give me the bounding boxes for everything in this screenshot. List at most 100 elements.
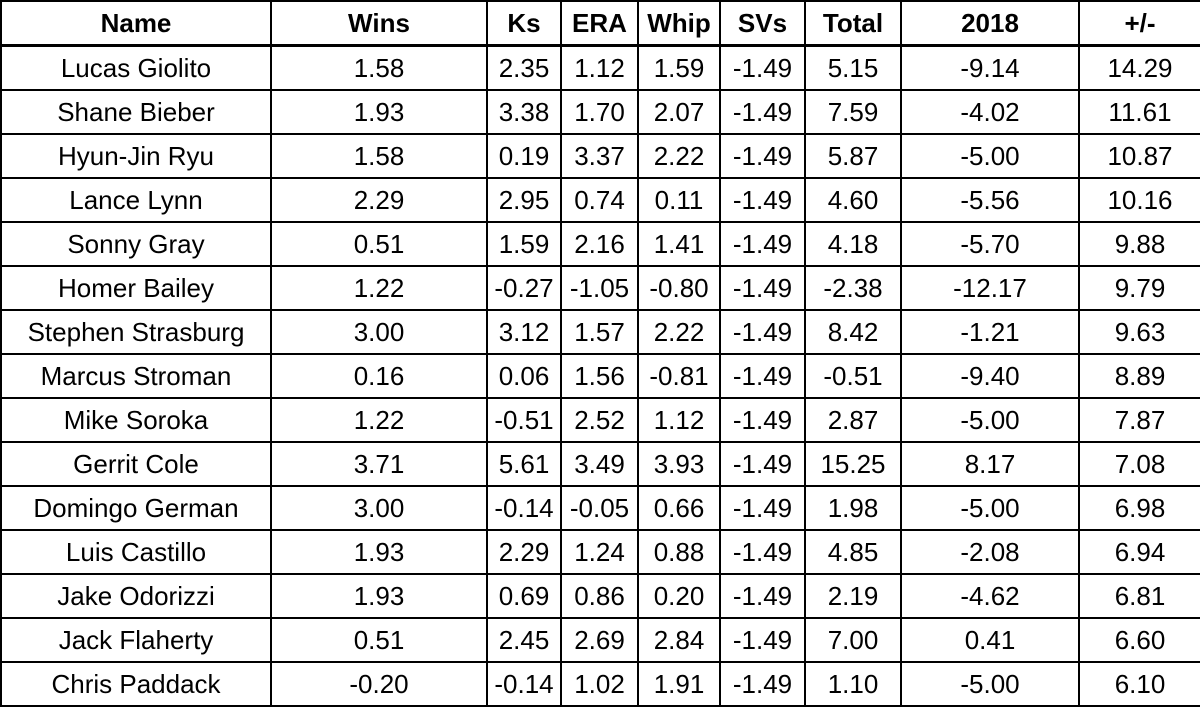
- cell-ks: 2.35: [486, 44, 562, 91]
- cell-wins: -0.20: [270, 661, 488, 707]
- cell-era: 1.12: [560, 44, 639, 91]
- cell-name: Marcus Stroman: [0, 353, 272, 399]
- table-row: Gerrit Cole 3.71 5.61 3.49 3.93 -1.49 15.25 8.1…: [0, 441, 1200, 487]
- cell-ks: -0.27: [486, 265, 562, 311]
- cell-total: 5.15: [804, 44, 902, 91]
- table-body: Lucas Giolito 1.58 2.35 1.12 1.59 -1.49 5.15 -9…: [0, 44, 1200, 707]
- table-row: Mike Soroka 1.22 -0.51 2.52 1.12 -1.49 2.87 -5.…: [0, 397, 1200, 443]
- cell-total: 4.18: [804, 221, 902, 267]
- cell-svs: -1.49: [719, 617, 806, 663]
- cell-name: Jack Flaherty: [0, 617, 272, 663]
- cell-era: 1.02: [560, 661, 639, 707]
- cell-era: 1.24: [560, 529, 639, 575]
- cell-total: 1.98: [804, 485, 902, 531]
- cell-2018: -5.00: [900, 661, 1080, 707]
- cell-era: 2.52: [560, 397, 639, 443]
- table-row: Lucas Giolito 1.58 2.35 1.12 1.59 -1.49 5.15 -9…: [0, 44, 1200, 91]
- column-header-ks: Ks: [486, 0, 562, 47]
- table-row: Marcus Stroman 0.16 0.06 1.56 -0.81 -1.49 -0.5…: [0, 353, 1200, 399]
- cell-whip: 1.12: [637, 397, 721, 443]
- cell-plus-minus: 6.94: [1078, 529, 1200, 575]
- cell-svs: -1.49: [719, 353, 806, 399]
- cell-total: -2.38: [804, 265, 902, 311]
- cell-name: Hyun-Jin Ryu: [0, 133, 272, 179]
- cell-wins: 1.58: [270, 133, 488, 179]
- cell-era: 2.69: [560, 617, 639, 663]
- cell-plus-minus: 14.29: [1078, 44, 1200, 91]
- cell-svs: -1.49: [719, 309, 806, 355]
- cell-2018: -4.62: [900, 573, 1080, 619]
- cell-plus-minus: 7.08: [1078, 441, 1200, 487]
- cell-svs: -1.49: [719, 573, 806, 619]
- cell-era: -1.05: [560, 265, 639, 311]
- cell-ks: 3.12: [486, 309, 562, 355]
- cell-whip: 0.88: [637, 529, 721, 575]
- cell-total: 7.00: [804, 617, 902, 663]
- table-row: Stephen Strasburg 3.00 3.12 1.57 2.22 -1.49 8.…: [0, 309, 1200, 355]
- column-header-whip: Whip: [637, 0, 721, 47]
- cell-name: Luis Castillo: [0, 529, 272, 575]
- cell-total: 1.10: [804, 661, 902, 707]
- cell-wins: 3.00: [270, 485, 488, 531]
- cell-svs: -1.49: [719, 265, 806, 311]
- table-row: Homer Bailey 1.22 -0.27 -1.05 -0.80 -1.49 -2.3…: [0, 265, 1200, 311]
- cell-2018: -9.40: [900, 353, 1080, 399]
- cell-2018: -5.70: [900, 221, 1080, 267]
- cell-whip: 2.07: [637, 89, 721, 135]
- cell-wins: 1.93: [270, 89, 488, 135]
- cell-total: -0.51: [804, 353, 902, 399]
- cell-whip: 1.91: [637, 661, 721, 707]
- cell-ks: 3.38: [486, 89, 562, 135]
- cell-ks: 5.61: [486, 441, 562, 487]
- cell-total: 2.87: [804, 397, 902, 443]
- cell-name: Domingo German: [0, 485, 272, 531]
- cell-svs: -1.49: [719, 221, 806, 267]
- cell-2018: -5.00: [900, 485, 1080, 531]
- cell-era: 2.16: [560, 221, 639, 267]
- cell-ks: 2.95: [486, 177, 562, 223]
- cell-name: Jake Odorizzi: [0, 573, 272, 619]
- cell-whip: 0.20: [637, 573, 721, 619]
- cell-wins: 1.22: [270, 397, 488, 443]
- table-row: Shane Bieber 1.93 3.38 1.70 2.07 -1.49 7.59 -4.…: [0, 89, 1200, 135]
- cell-total: 15.25: [804, 441, 902, 487]
- cell-wins: 1.58: [270, 44, 488, 91]
- cell-plus-minus: 10.87: [1078, 133, 1200, 179]
- cell-whip: 3.93: [637, 441, 721, 487]
- cell-ks: 0.19: [486, 133, 562, 179]
- cell-era: 1.56: [560, 353, 639, 399]
- cell-name: Chris Paddack: [0, 661, 272, 707]
- table-row: Chris Paddack -0.20 -0.14 1.02 1.91 -1.49 1.10…: [0, 661, 1200, 707]
- cell-ks: 2.45: [486, 617, 562, 663]
- cell-total: 5.87: [804, 133, 902, 179]
- cell-name: Mike Soroka: [0, 397, 272, 443]
- column-header-name: Name: [0, 0, 272, 47]
- cell-era: -0.05: [560, 485, 639, 531]
- cell-wins: 1.93: [270, 529, 488, 575]
- cell-wins: 2.29: [270, 177, 488, 223]
- cell-whip: -0.80: [637, 265, 721, 311]
- cell-name: Gerrit Cole: [0, 441, 272, 487]
- cell-plus-minus: 9.79: [1078, 265, 1200, 311]
- cell-ks: 0.06: [486, 353, 562, 399]
- cell-name: Shane Bieber: [0, 89, 272, 135]
- cell-name: Homer Bailey: [0, 265, 272, 311]
- cell-plus-minus: 9.88: [1078, 221, 1200, 267]
- table-row: Sonny Gray 0.51 1.59 2.16 1.41 -1.49 4.18 -5.70…: [0, 221, 1200, 267]
- cell-era: 3.37: [560, 133, 639, 179]
- cell-plus-minus: 9.63: [1078, 309, 1200, 355]
- cell-whip: 2.22: [637, 309, 721, 355]
- cell-era: 3.49: [560, 441, 639, 487]
- cell-plus-minus: 10.16: [1078, 177, 1200, 223]
- cell-whip: 2.22: [637, 133, 721, 179]
- cell-wins: 0.51: [270, 617, 488, 663]
- cell-whip: 1.59: [637, 44, 721, 91]
- cell-era: 1.70: [560, 89, 639, 135]
- cell-ks: 1.59: [486, 221, 562, 267]
- cell-wins: 1.22: [270, 265, 488, 311]
- column-header-era: ERA: [560, 0, 639, 47]
- cell-2018: 8.17: [900, 441, 1080, 487]
- cell-era: 1.57: [560, 309, 639, 355]
- cell-2018: -4.02: [900, 89, 1080, 135]
